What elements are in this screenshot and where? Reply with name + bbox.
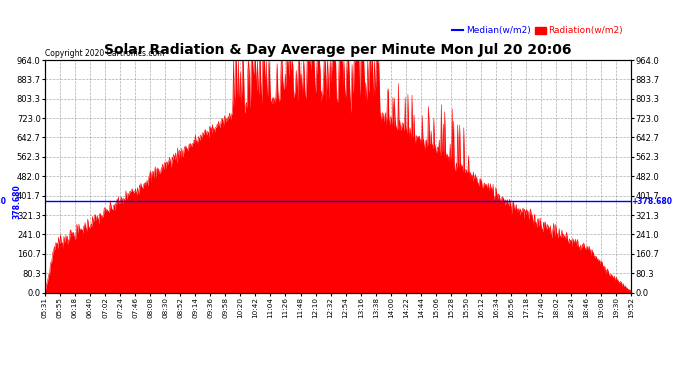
Legend: Median(w/m2), Radiation(w/m2): Median(w/m2), Radiation(w/m2) (448, 22, 627, 39)
Text: +378.680: +378.680 (631, 196, 672, 206)
Title: Solar Radiation & Day Average per Minute Mon Jul 20 20:06: Solar Radiation & Day Average per Minute… (104, 44, 572, 57)
Text: +378.680: +378.680 (0, 196, 7, 206)
Text: 378.680: 378.680 (12, 184, 21, 219)
Text: Copyright 2020 Cartronics.com: Copyright 2020 Cartronics.com (45, 49, 164, 58)
